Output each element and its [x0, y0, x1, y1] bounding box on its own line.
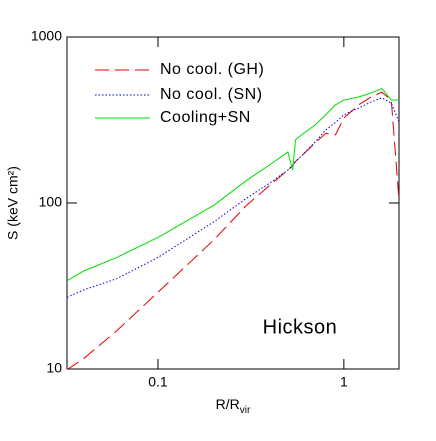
x-tick-label: 0.1: [148, 374, 168, 390]
legend-label: No cool. (SN): [160, 86, 263, 103]
y-tick-label: 100: [39, 194, 63, 210]
series-line: [67, 97, 399, 298]
legend-label: Cooling+SN: [160, 109, 251, 126]
series-line: [67, 91, 399, 369]
x-axis-label-main: R/R: [216, 396, 240, 412]
x-axis-label: R/Rvir: [216, 396, 251, 416]
x-tick-label: 1: [340, 374, 348, 390]
series-line: [67, 87, 399, 282]
y-tick-label: 1000: [31, 28, 62, 44]
legend-label: No cool. (GH): [160, 61, 264, 78]
y-tick-label: 10: [46, 360, 62, 376]
x-axis-label-sub: vir: [240, 405, 251, 416]
y-axis-label: S (keV cm²): [5, 166, 21, 240]
plot-area: [67, 87, 399, 369]
annotation: Hickson: [263, 316, 338, 338]
